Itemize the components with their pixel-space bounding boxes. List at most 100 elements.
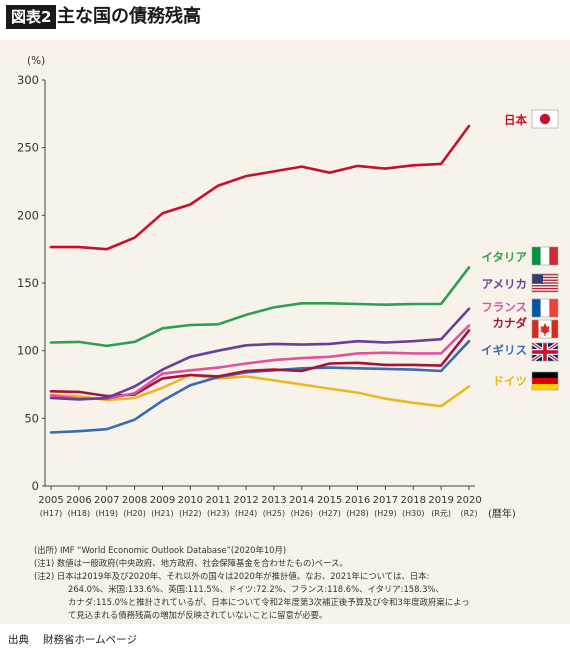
x-tick-label: 2012: [233, 495, 258, 506]
x-tick-label: 2014: [289, 495, 314, 506]
footer-label: 出典: [8, 634, 29, 646]
chart-axes: 0 50 100 150 200 250 300 (%) 2005 (H17) 2006 (H18) 2…: [17, 55, 516, 520]
france-flag: [531, 298, 559, 318]
japan-flag-border: [531, 109, 559, 129]
legend-label-3: アメリカ: [482, 277, 527, 291]
note-2-line: カナダ:115.0%と推計されているが、日本について令和2年度第3次補正後予算及…: [68, 597, 470, 607]
series-line-4: [49, 324, 471, 401]
figure-header: 図表2 主な国の債務残高: [0, 0, 570, 34]
x-era-label: (R2): [461, 509, 478, 518]
japan-flag-part: [539, 113, 551, 125]
france-flag-part: [540, 299, 550, 317]
note-2-line: (注2) 日本は2019年及び2020年、それ以外の国々は2020年が推計値。な…: [34, 571, 430, 581]
line-chart: 0 50 100 150 200 250 300 (%) 2005 (H17) 2006 (H18) 2…: [17, 55, 560, 520]
germany-flag: [531, 371, 559, 391]
canada-flag-part: [532, 320, 539, 338]
x-tick-label: 2020: [456, 495, 481, 506]
x-era-label: (H24): [235, 509, 257, 518]
page-footer: 出典 財務省ホームページ: [8, 632, 137, 647]
x-tick-label: 2019: [428, 495, 453, 506]
x-tick-label: 2011: [205, 495, 230, 506]
germany-flag-part: [532, 372, 558, 378]
series-line-2: [49, 266, 471, 348]
x-tick-label: 2007: [94, 495, 119, 506]
x-era-label: (H29): [374, 509, 396, 518]
usa-flag: [531, 273, 559, 293]
uk-flag: [530, 341, 560, 363]
usa-flag-part: [532, 290, 558, 292]
italy-flag-border: [531, 246, 559, 266]
usa-flag-part: [532, 282, 558, 284]
series-line-7: [49, 373, 471, 408]
y-tick-label: 300: [17, 73, 39, 87]
figure-label: 図表2: [6, 5, 57, 29]
x-tick-label: 2018: [401, 495, 426, 506]
note-2-line: 264.0%、米国:133.6%、英国:111.5%、ドイツ:72.2%、フラン…: [68, 584, 444, 594]
uk-flag-part: [532, 350, 558, 354]
x-tick-label: 2016: [345, 495, 370, 506]
y-tick-label: 0: [32, 479, 39, 493]
source-note: (出所) IMF “World Economic Outlook Databas…: [34, 545, 287, 555]
usa-flag-part: [532, 274, 558, 276]
germany-flag-part: [532, 378, 558, 384]
x-era-label: (H17): [40, 509, 62, 518]
y-tick-label: 250: [17, 141, 39, 155]
footer-source: 財務省ホームページ: [43, 634, 137, 646]
japan-flag: [531, 109, 559, 129]
x-tick-label: 2008: [122, 495, 147, 506]
series-lines: [49, 124, 471, 434]
x-era-label: (H25): [263, 509, 285, 518]
france-flag-border: [531, 298, 559, 318]
x-tick-label: 2009: [150, 495, 175, 506]
canada-flag-border: [531, 319, 559, 339]
x-era-label: (H20): [123, 509, 145, 518]
series-line-6: [49, 339, 471, 434]
france-flag-part: [532, 299, 541, 317]
note-2-line: て見込まれる債務残高の増加が反映されていないことに留意が必要。: [68, 610, 328, 620]
x-era-label: (H22): [179, 509, 201, 518]
x-tick-label: 2005: [38, 495, 63, 506]
canada-flag-part: [544, 333, 546, 336]
x-era-label: (H26): [291, 509, 313, 518]
france-flag-part: [549, 299, 558, 317]
y-tick-label: 50: [24, 411, 39, 425]
legend-label-6: イギリス: [481, 343, 527, 357]
uk-flag-border: [531, 342, 559, 362]
y-axis-unit: (%): [27, 55, 45, 67]
usa-flag-border: [531, 273, 559, 293]
germany-flag-part: [532, 384, 558, 390]
legend-label-5: カナダ: [493, 316, 528, 330]
usa-flag-part: [532, 276, 558, 279]
series-line-3: [49, 307, 471, 401]
series-line-1: [49, 124, 471, 251]
x-era-label: (H18): [68, 509, 90, 518]
y-tick-label: 100: [17, 344, 39, 358]
x-era-label: (H28): [346, 509, 368, 518]
x-era-label: (R元): [431, 509, 451, 518]
y-tick-label: 150: [17, 276, 39, 290]
germany-flag-border: [531, 371, 559, 391]
chart-panel: 0 50 100 150 200 250 300 (%) 2005 (H17) 2006 (H18) 2…: [0, 40, 570, 624]
x-tick-label: 2006: [66, 495, 91, 506]
x-era-label: (H23): [207, 509, 229, 518]
x-era-label: (H19): [96, 509, 118, 518]
x-era-label: (H30): [402, 509, 424, 518]
italy-flag: [531, 246, 559, 266]
x-tick-label: 2010: [178, 495, 203, 506]
x-tick-label: 2013: [261, 495, 286, 506]
usa-flag-part: [532, 285, 558, 287]
legend-label-4: フランス: [481, 300, 527, 314]
figure-title: 主な国の債務残高: [57, 6, 201, 27]
x-axis-unit: (暦年): [488, 507, 516, 520]
x-tick-label: 2017: [373, 495, 398, 506]
x-era-label: (H27): [318, 509, 340, 518]
italy-flag-part: [540, 247, 550, 265]
x-tick-label: 2015: [317, 495, 342, 506]
chart-notes: (出所) IMF “World Economic Outlook Databas…: [34, 544, 564, 622]
italy-flag-part: [532, 247, 541, 265]
canada-flag-part: [551, 320, 558, 338]
usa-flag-part: [532, 274, 543, 284]
legend-label-1: 日本: [504, 113, 527, 127]
usa-flag-part: [532, 287, 558, 290]
